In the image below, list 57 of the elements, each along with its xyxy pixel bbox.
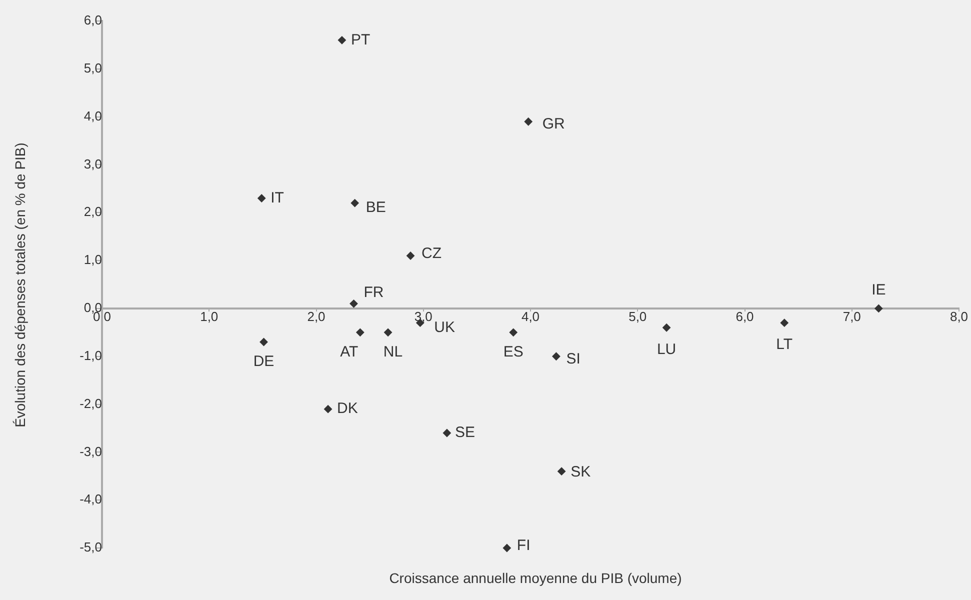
x-tick-label: 8,0 <box>950 308 968 324</box>
point <box>552 352 560 360</box>
y-tick-label: -1,0 <box>80 348 102 363</box>
point <box>260 338 268 346</box>
point <box>780 318 788 327</box>
point <box>356 328 364 336</box>
x-tick-label: 5,0 <box>628 308 647 324</box>
point <box>442 429 451 438</box>
y-tick-label: -4,0 <box>80 492 102 507</box>
x-axis-title: Croissance annuelle moyenne du PIB (volume) <box>388 570 683 586</box>
annotation: FI <box>516 537 530 554</box>
annotation: PT <box>350 31 370 48</box>
annotation: BE <box>366 199 386 216</box>
point <box>384 328 392 336</box>
annotation: NL <box>383 344 403 361</box>
point <box>258 194 266 202</box>
point <box>324 405 332 414</box>
y-axis-title: Évolution des dépenses totales (en % de PIB) <box>12 142 28 428</box>
point <box>502 544 511 552</box>
y-tick-label: 3,0 <box>84 156 102 172</box>
point <box>662 324 671 332</box>
annotation: LU <box>656 340 676 358</box>
annotation: IE <box>872 282 886 299</box>
annotation: ES <box>503 344 524 361</box>
y-tick-label: 6,0 <box>84 12 102 28</box>
annotation: CZ <box>422 244 442 262</box>
annotation: SE <box>454 424 475 442</box>
y-tick-label: 1,0 <box>84 252 102 268</box>
point <box>509 328 518 336</box>
annotation: DE <box>253 353 274 370</box>
annotation: SI <box>566 350 580 368</box>
annotation: GR <box>542 116 566 133</box>
y-tick-label: 4,0 <box>84 108 102 124</box>
annotation: IT <box>270 189 284 206</box>
annotation: SK <box>570 463 591 480</box>
point <box>874 304 883 312</box>
x-tick-label: 1,0 <box>200 308 218 324</box>
point <box>406 252 415 260</box>
point <box>558 467 566 476</box>
y-tick-label: 5,0 <box>84 60 102 76</box>
y-tick-label: -2,0 <box>80 396 102 411</box>
x-tick-label: 7,0 <box>842 308 861 324</box>
point <box>350 199 359 208</box>
x-tick-label: 4,0 <box>521 308 540 324</box>
y-tick-label: -3,0 <box>80 444 102 459</box>
x-tick-label: 6,0 <box>736 308 754 324</box>
x-tick-label: 2,0 <box>307 308 326 324</box>
annotation: LT <box>776 336 793 353</box>
annotation: UK <box>434 318 456 336</box>
y-tick-label: -5,0 <box>80 540 102 555</box>
y-tick-label: 2,0 <box>84 204 102 220</box>
annotation: DK <box>337 400 358 418</box>
point <box>350 300 358 308</box>
point <box>524 118 532 126</box>
annotation: FR <box>364 284 384 301</box>
point <box>338 36 346 44</box>
annotation: AT <box>340 344 358 361</box>
